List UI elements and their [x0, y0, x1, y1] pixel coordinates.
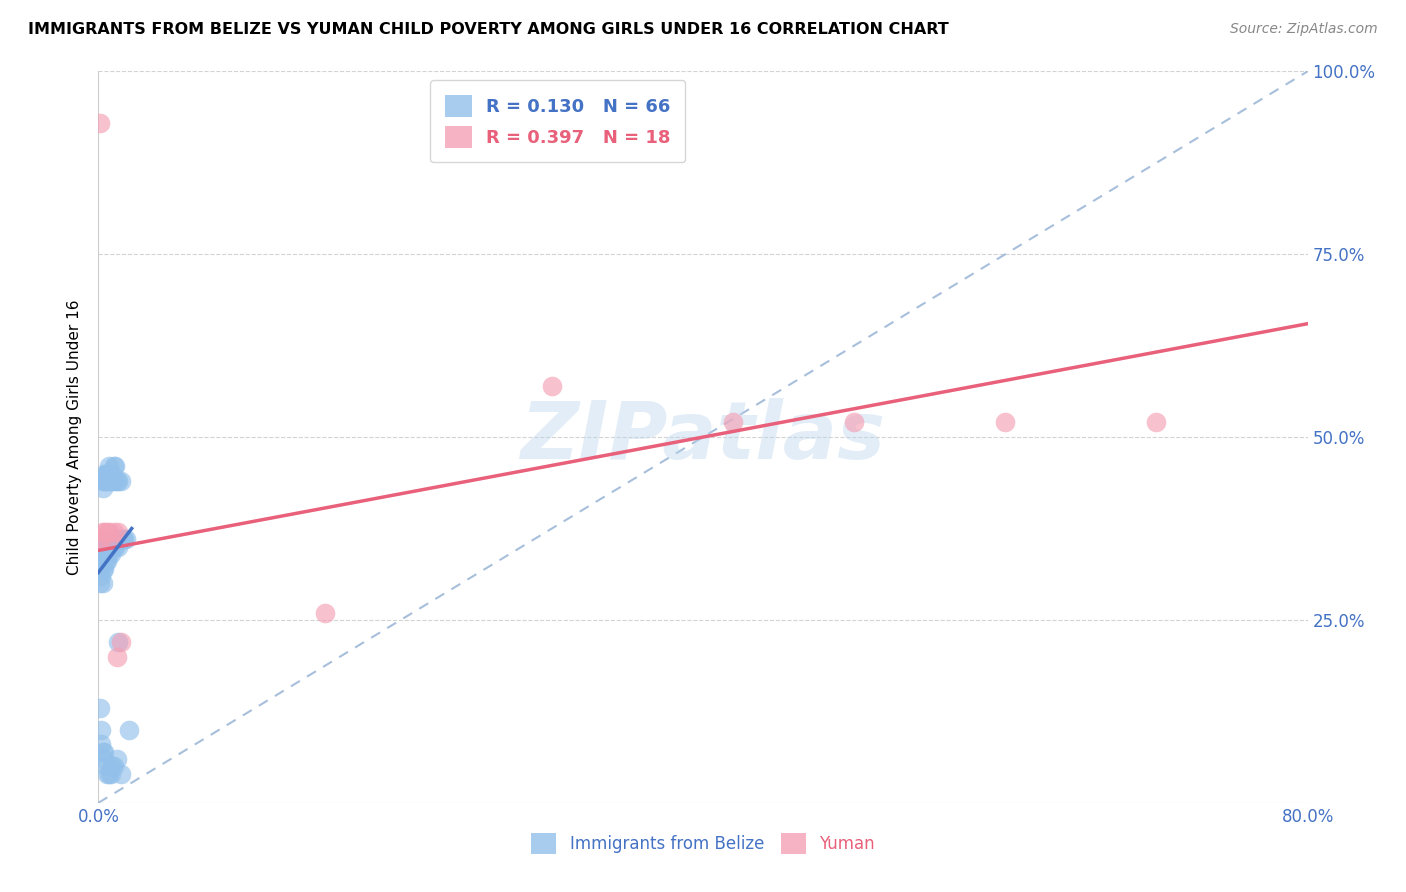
Point — [104, 540, 127, 554]
Point — [98, 525, 121, 540]
Point — [112, 533, 135, 547]
Point — [91, 547, 114, 561]
Point — [94, 467, 117, 481]
Point — [90, 540, 112, 554]
Point — [94, 540, 117, 554]
Point — [103, 474, 125, 488]
Point — [100, 533, 122, 547]
Point — [108, 533, 131, 547]
Point — [105, 533, 128, 547]
Point — [98, 533, 121, 547]
Point — [110, 474, 132, 488]
Point — [93, 562, 115, 576]
Point — [90, 569, 112, 583]
Point — [91, 745, 114, 759]
Point — [93, 474, 115, 488]
Point — [107, 474, 129, 488]
Point — [100, 474, 122, 488]
Point — [110, 635, 132, 649]
Point — [101, 759, 124, 773]
Point — [91, 525, 114, 540]
Point — [96, 525, 118, 540]
Point — [94, 554, 117, 568]
Point — [91, 576, 114, 591]
Point — [540, 379, 562, 393]
Point — [90, 533, 112, 547]
Point — [103, 540, 125, 554]
Point — [100, 766, 122, 780]
Point — [96, 467, 118, 481]
Point — [1144, 416, 1167, 430]
Point — [105, 474, 128, 488]
Point — [118, 723, 141, 737]
Point — [105, 649, 128, 664]
Point — [94, 474, 117, 488]
Point — [93, 547, 115, 561]
Point — [90, 723, 112, 737]
Point — [98, 547, 121, 561]
Point — [723, 416, 745, 430]
Point — [93, 745, 115, 759]
Point — [110, 766, 132, 780]
Point — [96, 766, 118, 780]
Point — [103, 759, 125, 773]
Point — [93, 467, 115, 481]
Point — [103, 459, 125, 474]
Text: IMMIGRANTS FROM BELIZE VS YUMAN CHILD POVERTY AMONG GIRLS UNDER 16 CORRELATION C: IMMIGRANTS FROM BELIZE VS YUMAN CHILD PO… — [28, 22, 949, 37]
Point — [101, 540, 124, 554]
Point — [107, 635, 129, 649]
Point — [107, 540, 129, 554]
Point — [107, 525, 129, 540]
Point — [314, 606, 336, 620]
Point — [98, 766, 121, 780]
Point — [104, 459, 127, 474]
Point — [89, 554, 111, 568]
Point — [91, 481, 114, 495]
Point — [105, 752, 128, 766]
Point — [96, 540, 118, 554]
Point — [101, 467, 124, 481]
Point — [90, 533, 112, 547]
Point — [101, 474, 124, 488]
Y-axis label: Child Poverty Among Girls Under 16: Child Poverty Among Girls Under 16 — [67, 300, 83, 574]
Point — [89, 562, 111, 576]
Point — [114, 533, 136, 547]
Point — [89, 700, 111, 714]
Point — [994, 416, 1017, 430]
Point — [100, 547, 122, 561]
Point — [91, 474, 114, 488]
Point — [89, 576, 111, 591]
Point — [90, 554, 112, 568]
Point — [93, 752, 115, 766]
Point — [96, 474, 118, 488]
Legend: Immigrants from Belize, Yuman: Immigrants from Belize, Yuman — [524, 827, 882, 860]
Point — [89, 540, 111, 554]
Text: Source: ZipAtlas.com: Source: ZipAtlas.com — [1230, 22, 1378, 37]
Point — [93, 525, 115, 540]
Point — [89, 115, 111, 129]
Point — [91, 562, 114, 576]
Point — [111, 533, 134, 547]
Point — [89, 547, 111, 561]
Point — [96, 554, 118, 568]
Point — [98, 474, 121, 488]
Point — [89, 533, 111, 547]
Point — [90, 737, 112, 751]
Point — [103, 525, 125, 540]
Point — [844, 416, 866, 430]
Point — [100, 533, 122, 547]
Point — [94, 759, 117, 773]
Text: ZIPatlas: ZIPatlas — [520, 398, 886, 476]
Point — [98, 459, 121, 474]
